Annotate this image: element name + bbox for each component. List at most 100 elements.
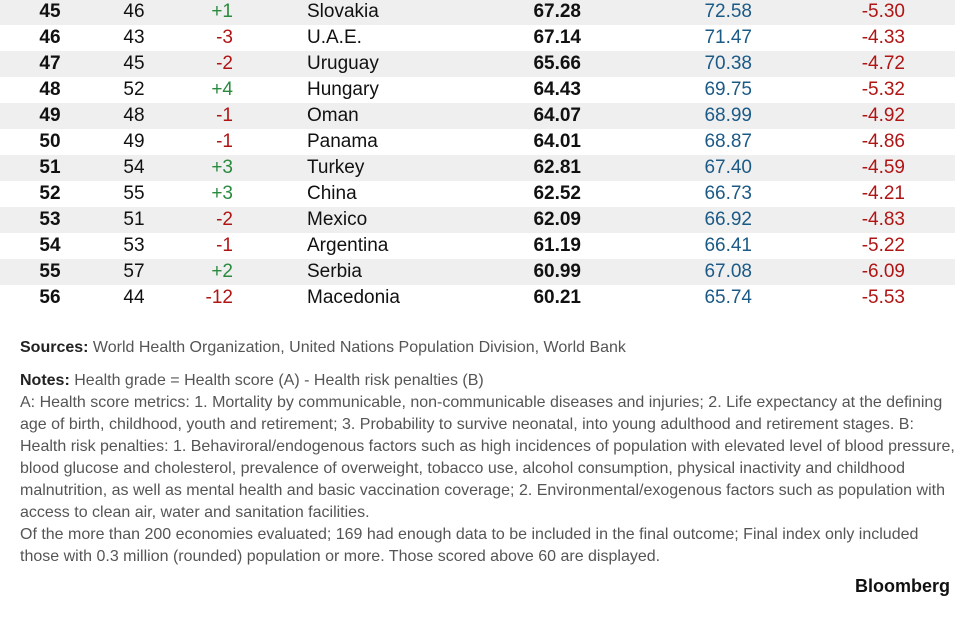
country: Argentina xyxy=(307,235,389,256)
health-grade: 64.43 xyxy=(533,79,581,100)
country: Uruguay xyxy=(307,53,379,74)
health-score: 66.73 xyxy=(704,183,752,204)
sources-label: Sources: xyxy=(20,339,89,356)
health-grade: 64.01 xyxy=(533,131,581,152)
sources: Sources: World Health Organization, Unit… xyxy=(20,337,960,359)
rank-change: -1 xyxy=(216,105,233,126)
previous-rank: 45 xyxy=(123,53,145,74)
table-row: 52 55 +3 China 62.52 66.73 -4.21 xyxy=(0,181,955,207)
risk-penalty: -5.22 xyxy=(861,235,905,256)
country: China xyxy=(307,183,357,204)
previous-rank: 57 xyxy=(123,261,145,282)
health-score: 71.47 xyxy=(704,27,752,48)
previous-rank: 43 xyxy=(123,27,145,48)
health-score: 68.99 xyxy=(704,105,752,126)
notes: Notes: Health grade = Health score (A) -… xyxy=(20,370,960,568)
rank-change: +4 xyxy=(211,79,233,100)
health-score: 66.92 xyxy=(704,209,752,230)
previous-rank: 44 xyxy=(123,287,145,308)
health-grade: 60.99 xyxy=(533,261,581,282)
risk-penalty: -4.92 xyxy=(861,105,905,126)
previous-rank: 55 xyxy=(123,183,145,204)
health-grade: 61.19 xyxy=(533,235,581,256)
table-row: 47 45 -2 Uruguay 65.66 70.38 -4.72 xyxy=(0,51,955,77)
risk-penalty: -5.32 xyxy=(861,79,905,100)
health-score: 67.08 xyxy=(704,261,752,282)
rank: 54 xyxy=(39,235,61,256)
previous-rank: 54 xyxy=(123,157,145,178)
notes-label: Notes: xyxy=(20,372,70,389)
health-score: 65.74 xyxy=(704,287,752,308)
sources-text: World Health Organization, United Nation… xyxy=(92,339,626,356)
rank: 45 xyxy=(39,1,61,22)
risk-penalty: -4.33 xyxy=(861,27,905,48)
health-score: 68.87 xyxy=(704,131,752,152)
rank-change: -1 xyxy=(216,235,233,256)
notes-head: Notes: Health grade = Health score (A) -… xyxy=(20,370,960,392)
table-row: 56 44 -12 Macedonia 60.21 65.74 -5.53 xyxy=(0,285,955,311)
country: Mexico xyxy=(307,209,368,230)
risk-penalty: -4.21 xyxy=(861,183,905,204)
brand: Bloomberg xyxy=(854,576,950,596)
ranking-table: 45 46 +1 Slovakia 67.28 72.58 -5.30 46 43 -3 U.A.E… xyxy=(0,0,955,311)
notes-paragraph: A: Health score metrics: 1. Mortality by… xyxy=(20,394,955,521)
rank: 48 xyxy=(39,79,61,100)
country: Serbia xyxy=(307,261,362,282)
previous-rank: 49 xyxy=(123,131,145,152)
rank-change: -3 xyxy=(216,27,233,48)
health-grade: 60.21 xyxy=(533,287,581,308)
table-row: 54 53 -1 Argentina 61.19 66.41 -5.22 xyxy=(0,233,955,259)
table-row: 51 54 +3 Turkey 62.81 67.40 -4.59 xyxy=(0,155,955,181)
country: Panama xyxy=(307,131,378,152)
rank: 46 xyxy=(39,27,61,48)
notes-paragraph: Of the more than 200 economies evaluated… xyxy=(20,526,919,565)
previous-rank: 51 xyxy=(123,209,145,230)
health-grade: 67.28 xyxy=(533,1,581,22)
table-row: 45 46 +1 Slovakia 67.28 72.58 -5.30 xyxy=(0,0,955,25)
rank-change: +2 xyxy=(211,261,233,282)
risk-penalty: -4.59 xyxy=(861,157,905,178)
rank: 55 xyxy=(39,261,61,282)
previous-rank: 48 xyxy=(123,105,145,126)
country: Turkey xyxy=(307,157,365,178)
table-row: 53 51 -2 Mexico 62.09 66.92 -4.83 xyxy=(0,207,955,233)
health-score: 72.58 xyxy=(704,1,752,22)
health-score: 69.75 xyxy=(704,79,752,100)
previous-rank: 53 xyxy=(123,235,145,256)
table-row: 55 57 +2 Serbia 60.99 67.08 -6.09 xyxy=(0,259,955,285)
rank: 53 xyxy=(39,209,61,230)
rank: 49 xyxy=(39,105,61,126)
rank-change: +3 xyxy=(211,157,233,178)
country: Macedonia xyxy=(307,287,400,308)
rank: 51 xyxy=(39,157,61,178)
table-row: 50 49 -1 Panama 64.01 68.87 -4.86 xyxy=(0,129,955,155)
rank-change: +1 xyxy=(211,1,233,22)
previous-rank: 52 xyxy=(123,79,145,100)
table-row: 48 52 +4 Hungary 64.43 69.75 -5.32 xyxy=(0,77,955,103)
health-grade: 67.14 xyxy=(533,27,581,48)
risk-penalty: -4.72 xyxy=(861,53,905,74)
risk-penalty: -5.53 xyxy=(861,287,905,308)
health-grade: 64.07 xyxy=(533,105,581,126)
risk-penalty: -6.09 xyxy=(861,261,905,282)
health-grade: 62.81 xyxy=(533,157,581,178)
risk-penalty: -5.30 xyxy=(861,1,905,22)
rank: 52 xyxy=(39,183,61,204)
rank-change: +3 xyxy=(211,183,233,204)
country: Slovakia xyxy=(307,1,379,22)
notes-text: Health grade = Health score (A) - Health… xyxy=(74,372,484,389)
country: U.A.E. xyxy=(307,27,362,48)
risk-penalty: -4.86 xyxy=(861,131,905,152)
health-score: 70.38 xyxy=(704,53,752,74)
health-score: 67.40 xyxy=(704,157,752,178)
rank: 56 xyxy=(39,287,61,308)
table-row: 46 43 -3 U.A.E. 67.14 71.47 -4.33 xyxy=(0,25,955,51)
rank-change: -1 xyxy=(216,131,233,152)
country: Oman xyxy=(307,105,359,126)
rank-change: -12 xyxy=(205,287,233,308)
health-score: 66.41 xyxy=(704,235,752,256)
rank-change: -2 xyxy=(216,53,233,74)
country: Hungary xyxy=(307,79,379,100)
rank: 47 xyxy=(39,53,61,74)
